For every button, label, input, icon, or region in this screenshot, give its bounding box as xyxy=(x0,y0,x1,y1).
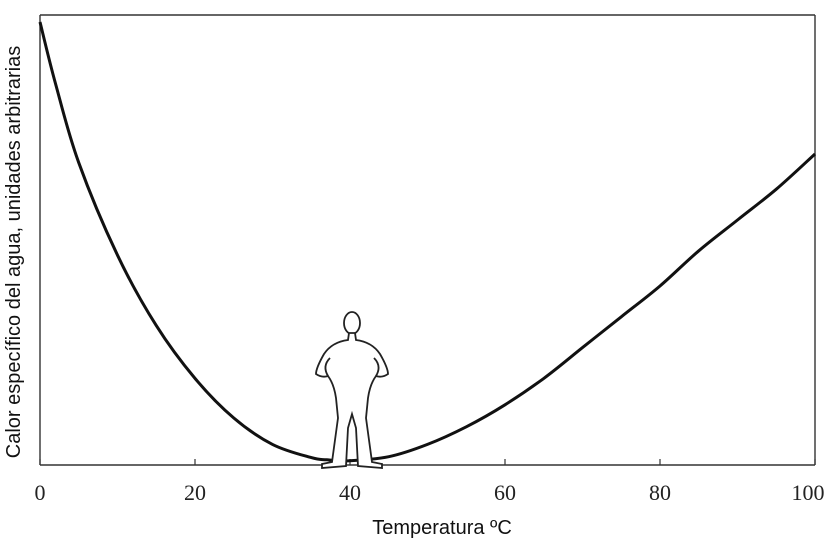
x-tick-label: 20 xyxy=(184,480,206,505)
x-tick-label: 0 xyxy=(35,480,46,505)
x-tick-label: 100 xyxy=(792,480,825,505)
x-tick-label: 80 xyxy=(649,480,671,505)
y-axis-label: Calor específico del agua, unidades arbi… xyxy=(3,46,25,458)
specific-heat-curve xyxy=(38,21,817,463)
x-tick-label: 40 xyxy=(339,480,361,505)
standing-human-figure-icon xyxy=(315,311,389,469)
x-axis-ticks: 0 20 40 60 80 100 xyxy=(35,459,825,505)
x-tick-label: 60 xyxy=(494,480,516,505)
x-axis-label: Temperatura ºC xyxy=(372,517,512,539)
